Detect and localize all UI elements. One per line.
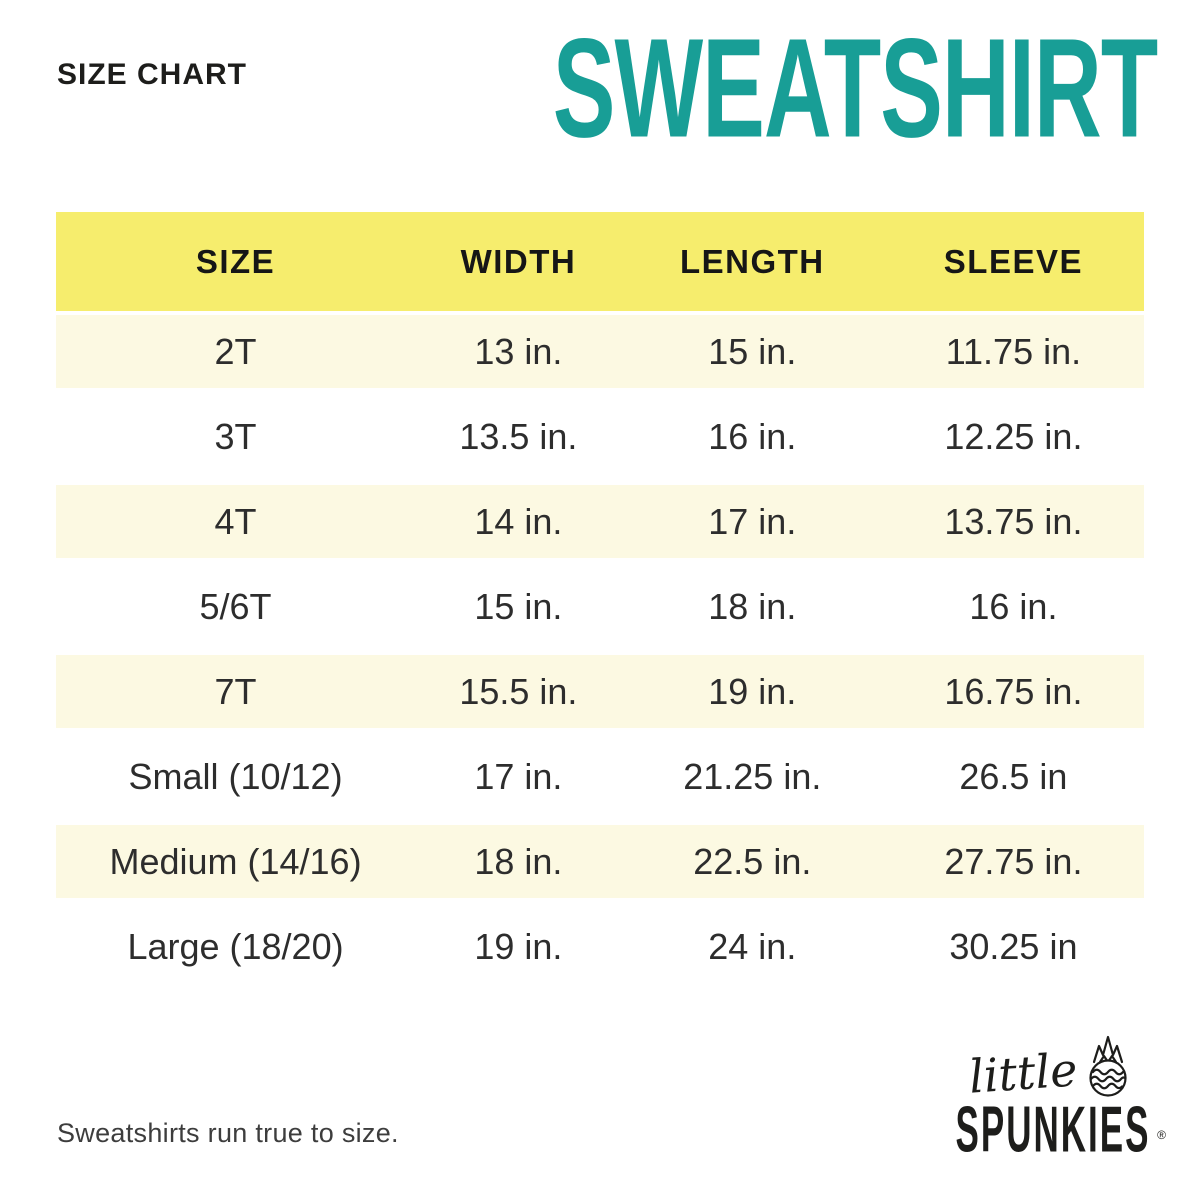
measurement-cell: 13 in. bbox=[474, 330, 563, 372]
measurement-cell: 22.5 in. bbox=[693, 840, 812, 882]
column-header-sleeve: SLEEVE bbox=[943, 242, 1084, 280]
column-header-length: LENGTH bbox=[679, 242, 825, 280]
table-row: 2T 13 in. 15 in. 11.75 in. bbox=[56, 315, 1144, 388]
measurement-cell: 15 in. bbox=[474, 585, 563, 627]
measurement-cell: 11.75 in. bbox=[945, 330, 1082, 372]
measurement-cell: 12.25 in. bbox=[944, 415, 1083, 457]
measurement-cell: 26.5 in bbox=[959, 755, 1068, 797]
measurement-cell: 19 in. bbox=[474, 925, 563, 967]
measurement-cell: 18 in. bbox=[708, 585, 797, 627]
page-title: SIZE CHART bbox=[57, 58, 247, 91]
column-header-width: WIDTH bbox=[460, 242, 577, 280]
measurement-cell: 13.75 in. bbox=[944, 500, 1083, 542]
table-body: 2T 13 in. 15 in. 11.75 in. 3T 13.5 in. 16 in. 1… bbox=[56, 315, 1144, 983]
table-row: Large (18/20) 19 in. 24 in. 30.25 in bbox=[56, 910, 1144, 983]
measurement-cell: 15.5 in. bbox=[459, 670, 578, 712]
measurement-cell: 14 in. bbox=[474, 500, 563, 542]
registered-mark: ® bbox=[1157, 1128, 1166, 1142]
measurement-cell: 27.75 in. bbox=[944, 840, 1083, 882]
measurement-cell: 24 in. bbox=[708, 925, 797, 967]
brand-name-text: SPUNKIES bbox=[955, 1094, 1151, 1167]
measurement-cell: 19 in. bbox=[708, 670, 797, 712]
measurement-cell: 21.25 in. bbox=[683, 755, 822, 797]
column-header-size: SIZE bbox=[195, 242, 276, 280]
measurement-cell: 18 in. bbox=[474, 840, 563, 882]
table-row: 5/6T 15 in. 18 in. 16 in. bbox=[56, 570, 1144, 643]
measurement-cell: 15 in. bbox=[708, 330, 797, 372]
size-cell: 7T bbox=[214, 670, 257, 712]
table-row: Small (10/12) 17 in. 21.25 in. 26.5 in bbox=[56, 740, 1144, 813]
size-cell: 3T bbox=[214, 415, 257, 457]
brand-logo: little SPUNKIES ® bbox=[938, 1032, 1168, 1163]
measurement-cell: 16 in. bbox=[708, 415, 797, 457]
table-row: 7T 15.5 in. 19 in. 16.75 in. bbox=[56, 655, 1144, 728]
pineapple-icon bbox=[1089, 1035, 1127, 1097]
product-title: SWEATSHIRT bbox=[545, 9, 1165, 168]
size-cell: Small (10/12) bbox=[128, 755, 343, 797]
brand-logo-top: little bbox=[938, 1032, 1168, 1103]
measurement-cell: 16.75 in. bbox=[944, 670, 1083, 712]
size-cell: Large (18/20) bbox=[127, 925, 344, 967]
size-cell: 5/6T bbox=[199, 585, 272, 627]
measurement-cell: 16 in. bbox=[969, 585, 1058, 627]
brand-name-row: SPUNKIES bbox=[938, 1098, 1168, 1163]
measurement-cell: 30.25 in bbox=[949, 925, 1078, 967]
table-row: Medium (14/16) 18 in. 22.5 in. 27.75 in. bbox=[56, 825, 1144, 898]
size-table: SIZE WIDTH LENGTH SLEEVE 2T 13 in. 15 in. 11.7… bbox=[56, 212, 1144, 983]
size-cell: Medium (14/16) bbox=[109, 840, 362, 882]
table-row: 4T 14 in. 17 in. 13.75 in. bbox=[56, 485, 1144, 558]
size-cell: 4T bbox=[214, 500, 257, 542]
measurement-cell: 17 in. bbox=[474, 755, 563, 797]
measurement-cell: 17 in. bbox=[708, 500, 797, 542]
table-header-row: SIZE WIDTH LENGTH SLEEVE bbox=[56, 212, 1144, 311]
table-row: 3T 13.5 in. 16 in. 12.25 in. bbox=[56, 400, 1144, 473]
footnote: Sweatshirts run true to size. bbox=[57, 1118, 399, 1148]
product-title-text: SWEATSHIRT bbox=[552, 9, 1158, 167]
size-cell: 2T bbox=[214, 330, 257, 372]
measurement-cell: 13.5 in. bbox=[459, 415, 578, 457]
brand-script-text: little bbox=[967, 1041, 1079, 1104]
